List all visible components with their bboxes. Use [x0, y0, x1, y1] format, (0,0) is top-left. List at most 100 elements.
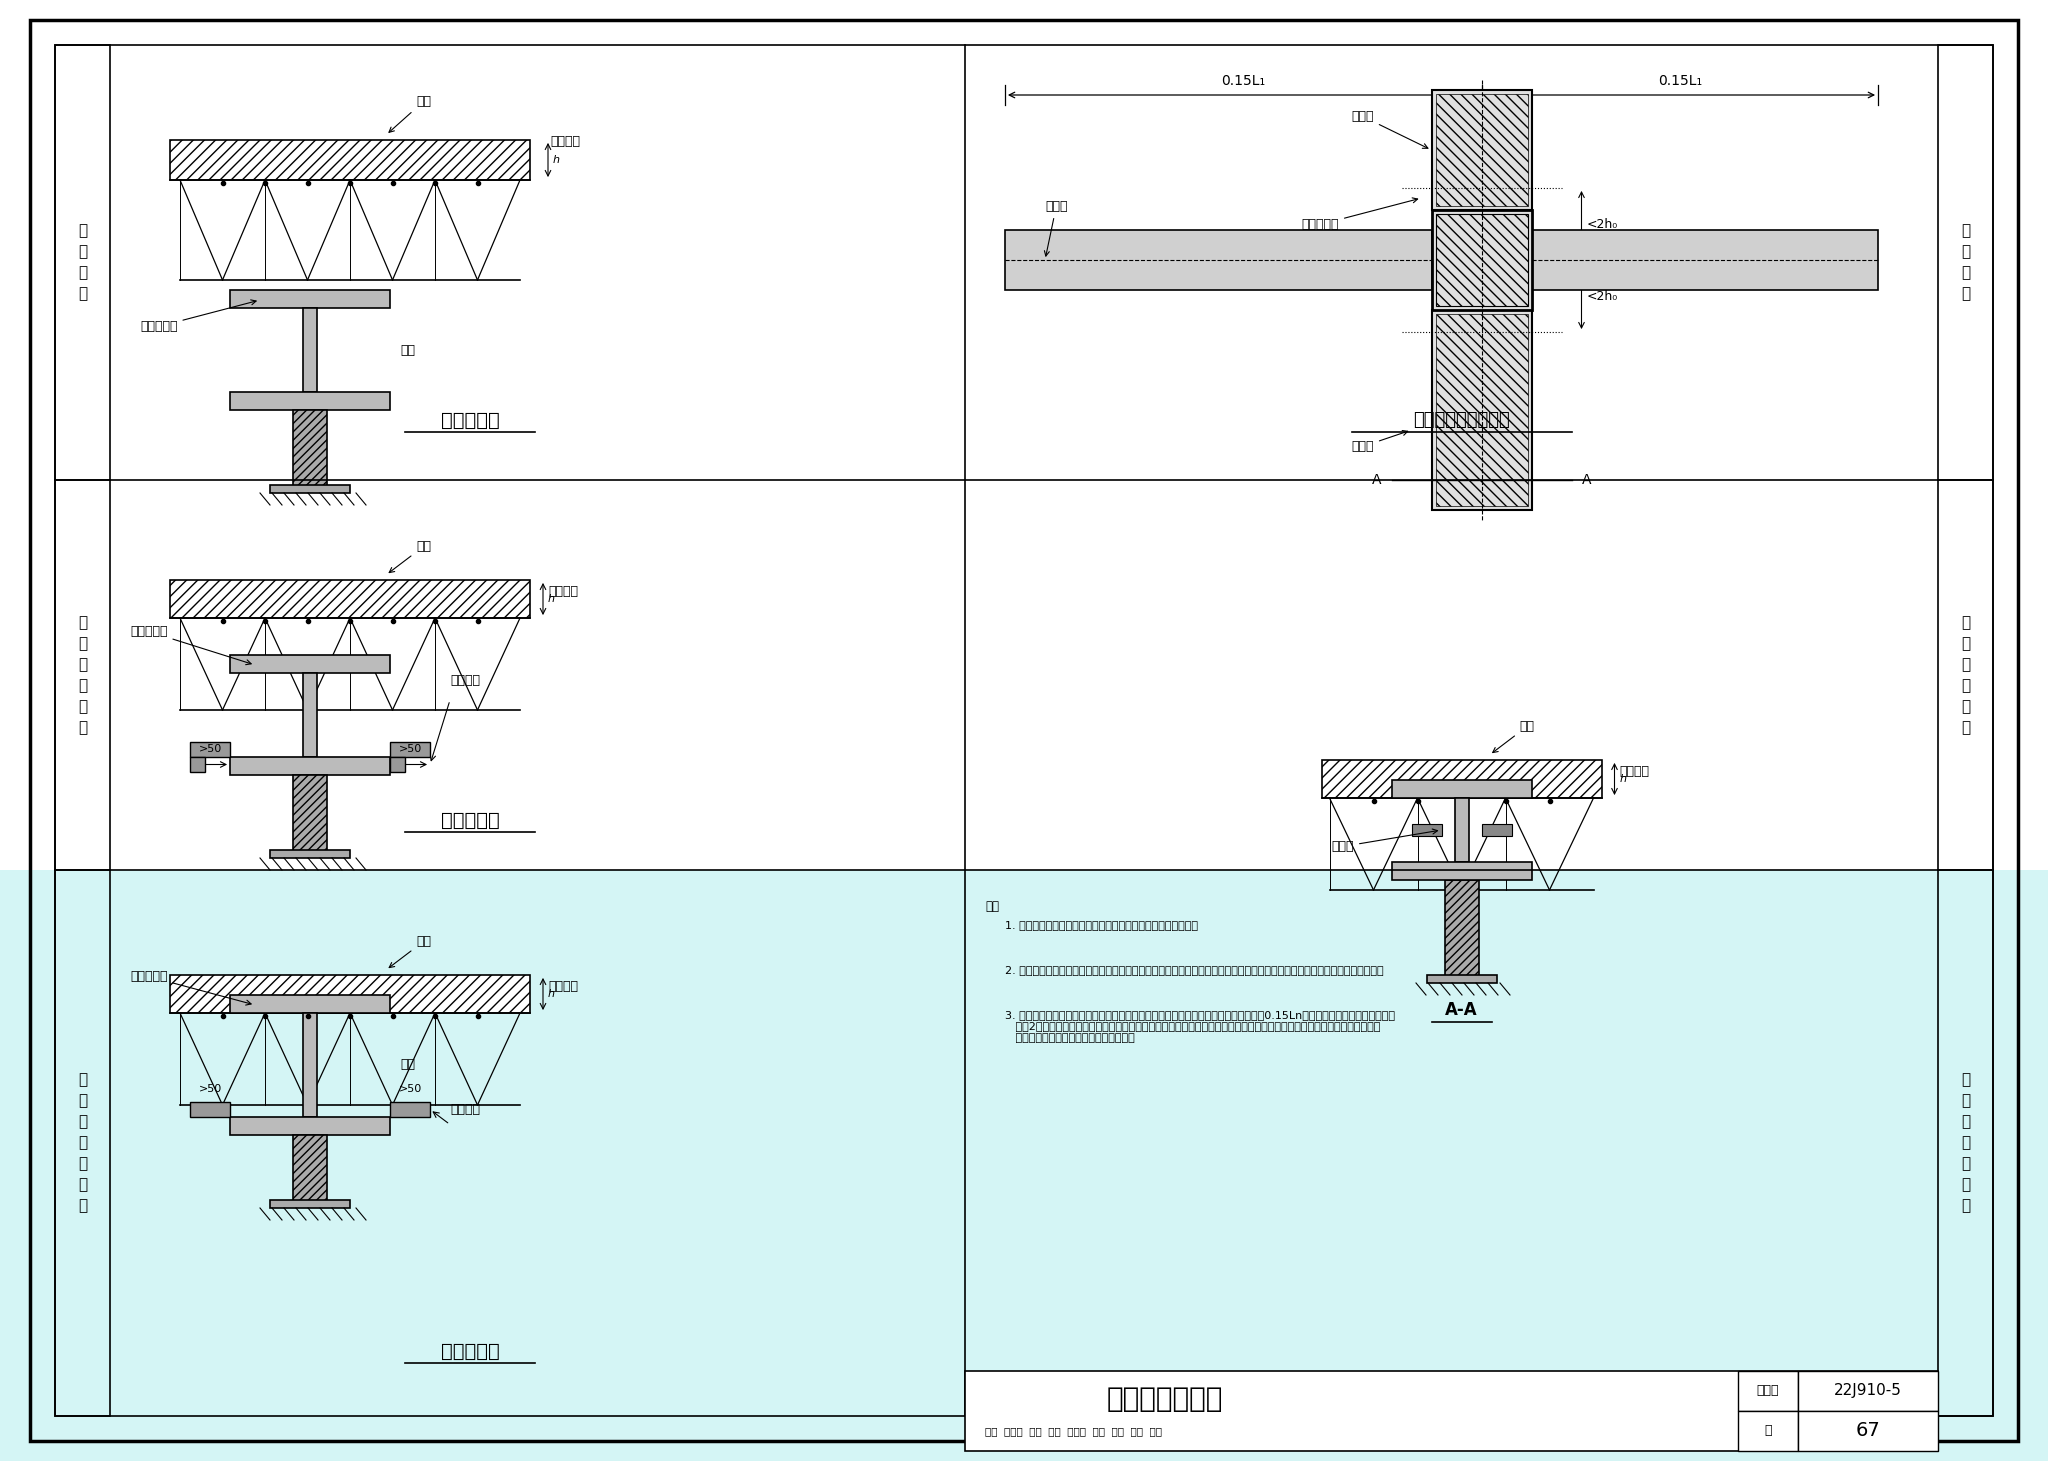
Text: >50: >50 [399, 745, 422, 754]
Text: 抗剪连接件: 抗剪连接件 [129, 970, 252, 1005]
Text: 抗剪连接件: 抗剪连接件 [129, 625, 252, 665]
Text: 设
计
要
点: 设 计 要 点 [1960, 224, 1970, 301]
Text: 方
案
设
计
示
例: 方 案 设 计 示 例 [78, 615, 88, 735]
Bar [229, 757, 389, 774]
Text: 设
计
要
点: 设 计 要 点 [78, 224, 88, 301]
Text: 半嵌式楼板: 半嵌式楼板 [440, 811, 500, 830]
Text: 加劲肋位置: 加劲肋位置 [1300, 197, 1417, 231]
Text: 支撑角钢: 支撑角钢 [451, 674, 479, 687]
Bar [229, 995, 389, 1012]
Text: 1. 当钢梁对建筑净高影响较大时，可采用半嵌式或全嵌式楼板。: 1. 当钢梁对建筑净高影响较大时，可采用半嵌式或全嵌式楼板。 [1006, 920, 1198, 931]
Bar [190, 742, 229, 757]
Text: 钢梁: 钢梁 [399, 1059, 416, 1071]
Bar [1454, 798, 1468, 862]
Bar [1432, 210, 1532, 310]
Bar [293, 411, 328, 489]
Text: <2h₀: <2h₀ [1587, 218, 1618, 231]
Bar [0, 869, 2048, 1461]
Text: 板顶标高: 板顶标高 [551, 134, 580, 148]
Bar [1937, 45, 1993, 1416]
Bar [229, 392, 389, 411]
Bar [190, 757, 205, 771]
Text: A: A [1372, 473, 1380, 487]
Text: 0.15L₁: 0.15L₁ [1221, 75, 1266, 88]
Bar [1481, 824, 1511, 836]
Bar [1436, 213, 1528, 305]
Bar [1436, 314, 1528, 506]
Text: 框架柱: 框架柱 [1352, 110, 1427, 149]
Bar [1391, 780, 1532, 798]
Text: 抗剪连接件: 抗剪连接件 [139, 300, 256, 333]
Text: 67: 67 [1855, 1422, 1880, 1441]
Text: <2h₀: <2h₀ [1587, 289, 1618, 302]
Bar [270, 1199, 350, 1208]
Text: h: h [549, 989, 555, 999]
Bar [389, 742, 430, 757]
Bar [229, 289, 389, 308]
Text: 方
案
设
计
示
例: 方 案 设 计 示 例 [1960, 615, 1970, 735]
Text: 施
工
图
设
计
示
例: 施 工 图 设 计 示 例 [1960, 1072, 1970, 1214]
Bar [965, 1370, 1937, 1451]
Text: 审核  卢清阁  平刚  校对  林爱华  审批  设计  刘华  刘华: 审核 卢清阁 平刚 校对 林爱华 审批 设计 刘华 刘华 [985, 1426, 1161, 1436]
Text: 楼板: 楼板 [1493, 720, 1534, 752]
Bar [389, 757, 406, 771]
Text: 框架梁: 框架梁 [1044, 200, 1067, 256]
Text: A-A: A-A [1446, 1001, 1479, 1018]
Bar [229, 655, 389, 674]
Text: 板顶标高: 板顶标高 [549, 584, 578, 598]
Bar [1432, 310, 1532, 510]
Text: 顶承式楼板: 顶承式楼板 [440, 411, 500, 430]
Text: 支撑角钢: 支撑角钢 [451, 1103, 479, 1116]
Text: 2. 当采用半嵌式或全嵌式楼板时，组合梁效应应适当折减，梁上置重游火墙盖应适当加强，楼板的边界条件应按实际情况采用。: 2. 当采用半嵌式或全嵌式楼板时，组合梁效应应适当折减，梁上置重游火墙盖应适当加… [1006, 964, 1384, 974]
Text: 加劲板: 加劲板 [1331, 828, 1438, 853]
Bar [170, 580, 530, 618]
Text: 注：: 注： [985, 900, 999, 913]
Text: 图集号: 图集号 [1757, 1385, 1780, 1398]
Text: 0.15L₁: 0.15L₁ [1657, 75, 1702, 88]
Bar [270, 485, 350, 492]
Bar [293, 774, 328, 855]
Text: 框架梁: 框架梁 [1352, 431, 1407, 453]
Bar [1321, 760, 1602, 798]
Text: 板顶标高: 板顶标高 [1620, 766, 1649, 779]
Bar [1532, 229, 1878, 289]
Text: 板顶标高: 板顶标高 [549, 980, 578, 993]
Bar [229, 1118, 389, 1135]
Bar [303, 1012, 317, 1118]
Bar [1427, 974, 1497, 983]
Bar [170, 140, 530, 180]
Bar [1798, 1370, 1937, 1411]
Text: >50: >50 [399, 1084, 422, 1094]
Bar [1436, 94, 1528, 206]
Text: 楼板: 楼板 [389, 935, 430, 967]
Bar [190, 1102, 229, 1118]
Bar [1444, 880, 1479, 980]
Text: 结构节点示意图: 结构节点示意图 [1106, 1385, 1223, 1413]
Text: 3. 桁架楼盖应采取措施保证正压楼板的稳定性，当设有楼板可靠连接时，可采用分段长0.15Ln（计算跨度）范围内设置间距不
   大于2倍梁高并与梁等宽的横向加劲: 3. 桁架楼盖应采取措施保证正压楼板的稳定性，当设有楼板可靠连接时，可采用分段长… [1006, 1010, 1395, 1043]
Bar [1739, 1411, 1798, 1451]
Bar [55, 45, 111, 1416]
Bar [1391, 862, 1532, 880]
Bar [1798, 1411, 1937, 1451]
Text: 22J910-5: 22J910-5 [1835, 1384, 1903, 1398]
Text: >50: >50 [199, 1084, 221, 1094]
Text: 钢梁: 钢梁 [399, 343, 416, 356]
Bar [170, 974, 530, 1012]
Bar [303, 674, 317, 757]
Bar [1739, 1370, 1798, 1411]
Bar [270, 850, 350, 858]
Bar [1411, 824, 1442, 836]
Bar [293, 1135, 328, 1205]
Bar [303, 308, 317, 392]
Bar [1006, 229, 1432, 289]
Text: 不设隔撑的梁柱节点: 不设隔撑的梁柱节点 [1413, 411, 1509, 430]
Text: >50: >50 [199, 745, 221, 754]
Text: h: h [553, 155, 559, 165]
Text: 楼板: 楼板 [389, 95, 430, 133]
Bar [389, 1102, 430, 1118]
Text: h: h [1620, 774, 1626, 785]
Text: 全嵌式楼板: 全嵌式楼板 [440, 1341, 500, 1360]
Text: 楼板: 楼板 [389, 541, 430, 573]
Text: h: h [549, 595, 555, 603]
Text: 施
工
图
设
计
示
例: 施 工 图 设 计 示 例 [78, 1072, 88, 1214]
